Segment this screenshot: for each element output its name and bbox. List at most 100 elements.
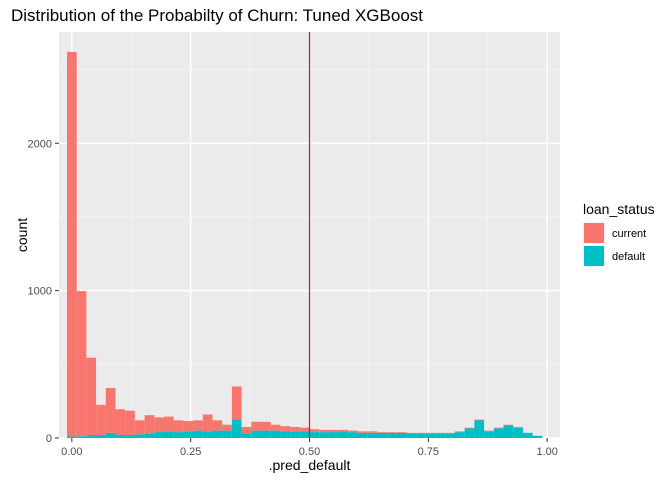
x-tick-label: 0.50 [299, 446, 320, 458]
bar-current [319, 429, 329, 433]
bar-current [513, 426, 523, 428]
bar-default [231, 419, 242, 438]
bar-default [309, 432, 320, 438]
bar-default [357, 432, 368, 438]
bar-current [493, 427, 504, 429]
bar-default [193, 430, 203, 438]
x-axis: 0.00 0.25 0.50 0.75 1.00 [61, 438, 558, 458]
bar-current [328, 429, 339, 433]
bar-current [503, 424, 514, 426]
bar-current [183, 421, 194, 432]
bar-default [425, 433, 436, 438]
bar-current [474, 419, 485, 421]
bar-current [164, 416, 174, 432]
bar-current [115, 409, 126, 436]
bar-default [503, 425, 514, 438]
bar-current [261, 421, 271, 431]
x-tick-label: 1.00 [536, 446, 557, 458]
bar-current [290, 426, 300, 432]
bar-current [435, 432, 446, 434]
bar-default [387, 432, 397, 438]
legend-label-default: default [612, 251, 645, 263]
bar-default [66, 436, 77, 438]
bar-current [387, 432, 397, 433]
bar-current [367, 431, 378, 433]
bar-default [183, 431, 194, 438]
bar-current [396, 432, 407, 433]
bar-default [96, 435, 106, 438]
x-axis-title: .pred_default [269, 457, 351, 473]
bar-default [105, 432, 116, 438]
bar-default [261, 430, 271, 438]
bar-default [173, 432, 184, 438]
bar-current [338, 429, 349, 432]
bar-current [154, 417, 165, 433]
legend-swatch-default [584, 246, 604, 266]
y-tick-label: 1000 [28, 286, 52, 298]
bar-default [299, 431, 310, 438]
bar-default [338, 431, 349, 438]
bar-current [76, 291, 87, 437]
bar-current [348, 430, 358, 433]
bar-default [532, 435, 543, 438]
bar-default [474, 420, 485, 438]
bar-current [231, 386, 242, 420]
bar-current [425, 432, 436, 434]
bar-default [212, 430, 223, 438]
bar-default [115, 435, 126, 438]
bar-default [513, 427, 523, 438]
bar-default [154, 432, 165, 438]
bar-current [105, 387, 116, 433]
bar-current [222, 424, 232, 431]
bar-default [164, 431, 174, 438]
bar-default [270, 430, 281, 438]
bar-current [416, 432, 426, 434]
bar-default [319, 432, 329, 438]
bar-current [251, 421, 262, 431]
y-axis: 0 1000 2000 [28, 138, 59, 445]
bar-current [202, 414, 213, 432]
bar-default [445, 433, 455, 438]
bar-default [144, 433, 155, 438]
bar-default [406, 433, 417, 438]
bar-default [435, 433, 446, 438]
bar-current [96, 404, 106, 436]
bar-current [454, 431, 465, 433]
bar-default [134, 434, 145, 438]
chart-title: Distribution of the Probabilty of Churn:… [11, 6, 423, 25]
bar-default [454, 432, 465, 438]
bar-default [125, 435, 135, 438]
bar-default [328, 432, 339, 438]
bar-current [357, 431, 368, 433]
bar-current [144, 415, 155, 434]
bar-current [309, 429, 320, 433]
bar-default [377, 432, 388, 438]
bar-current [280, 426, 291, 432]
y-tick-label: 0 [46, 433, 52, 445]
x-tick-label: 0.00 [61, 446, 82, 458]
bar-default [367, 432, 378, 438]
bar-default [484, 431, 494, 438]
histogram-bars [66, 51, 543, 438]
x-tick-label: 0.75 [418, 446, 439, 458]
bar-default [348, 432, 358, 438]
bar-current [406, 432, 417, 434]
bar-default [222, 430, 232, 438]
bar-default [202, 431, 213, 438]
bar-current [270, 424, 281, 431]
bar-current [241, 426, 252, 434]
bar-default [522, 432, 533, 438]
bar-default [416, 433, 426, 438]
bar-current [464, 427, 475, 429]
bar-default [76, 436, 87, 438]
legend-label-current: current [612, 228, 646, 240]
bar-current [193, 420, 203, 431]
bar-current [134, 420, 145, 435]
bar-default [251, 430, 262, 438]
bar-current [173, 420, 184, 433]
bar-default [464, 428, 475, 438]
bar-current [86, 357, 97, 436]
bar-default [396, 432, 407, 438]
y-tick-label: 2000 [28, 138, 52, 150]
